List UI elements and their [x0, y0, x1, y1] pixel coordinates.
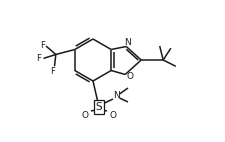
Text: F: F — [36, 54, 41, 63]
Text: F: F — [50, 67, 55, 76]
Text: N: N — [113, 90, 120, 100]
Text: O: O — [109, 111, 116, 121]
Text: F: F — [39, 41, 44, 50]
Text: N: N — [123, 38, 130, 47]
Text: O: O — [81, 111, 88, 121]
Text: S: S — [95, 102, 102, 112]
Text: O: O — [126, 72, 133, 81]
